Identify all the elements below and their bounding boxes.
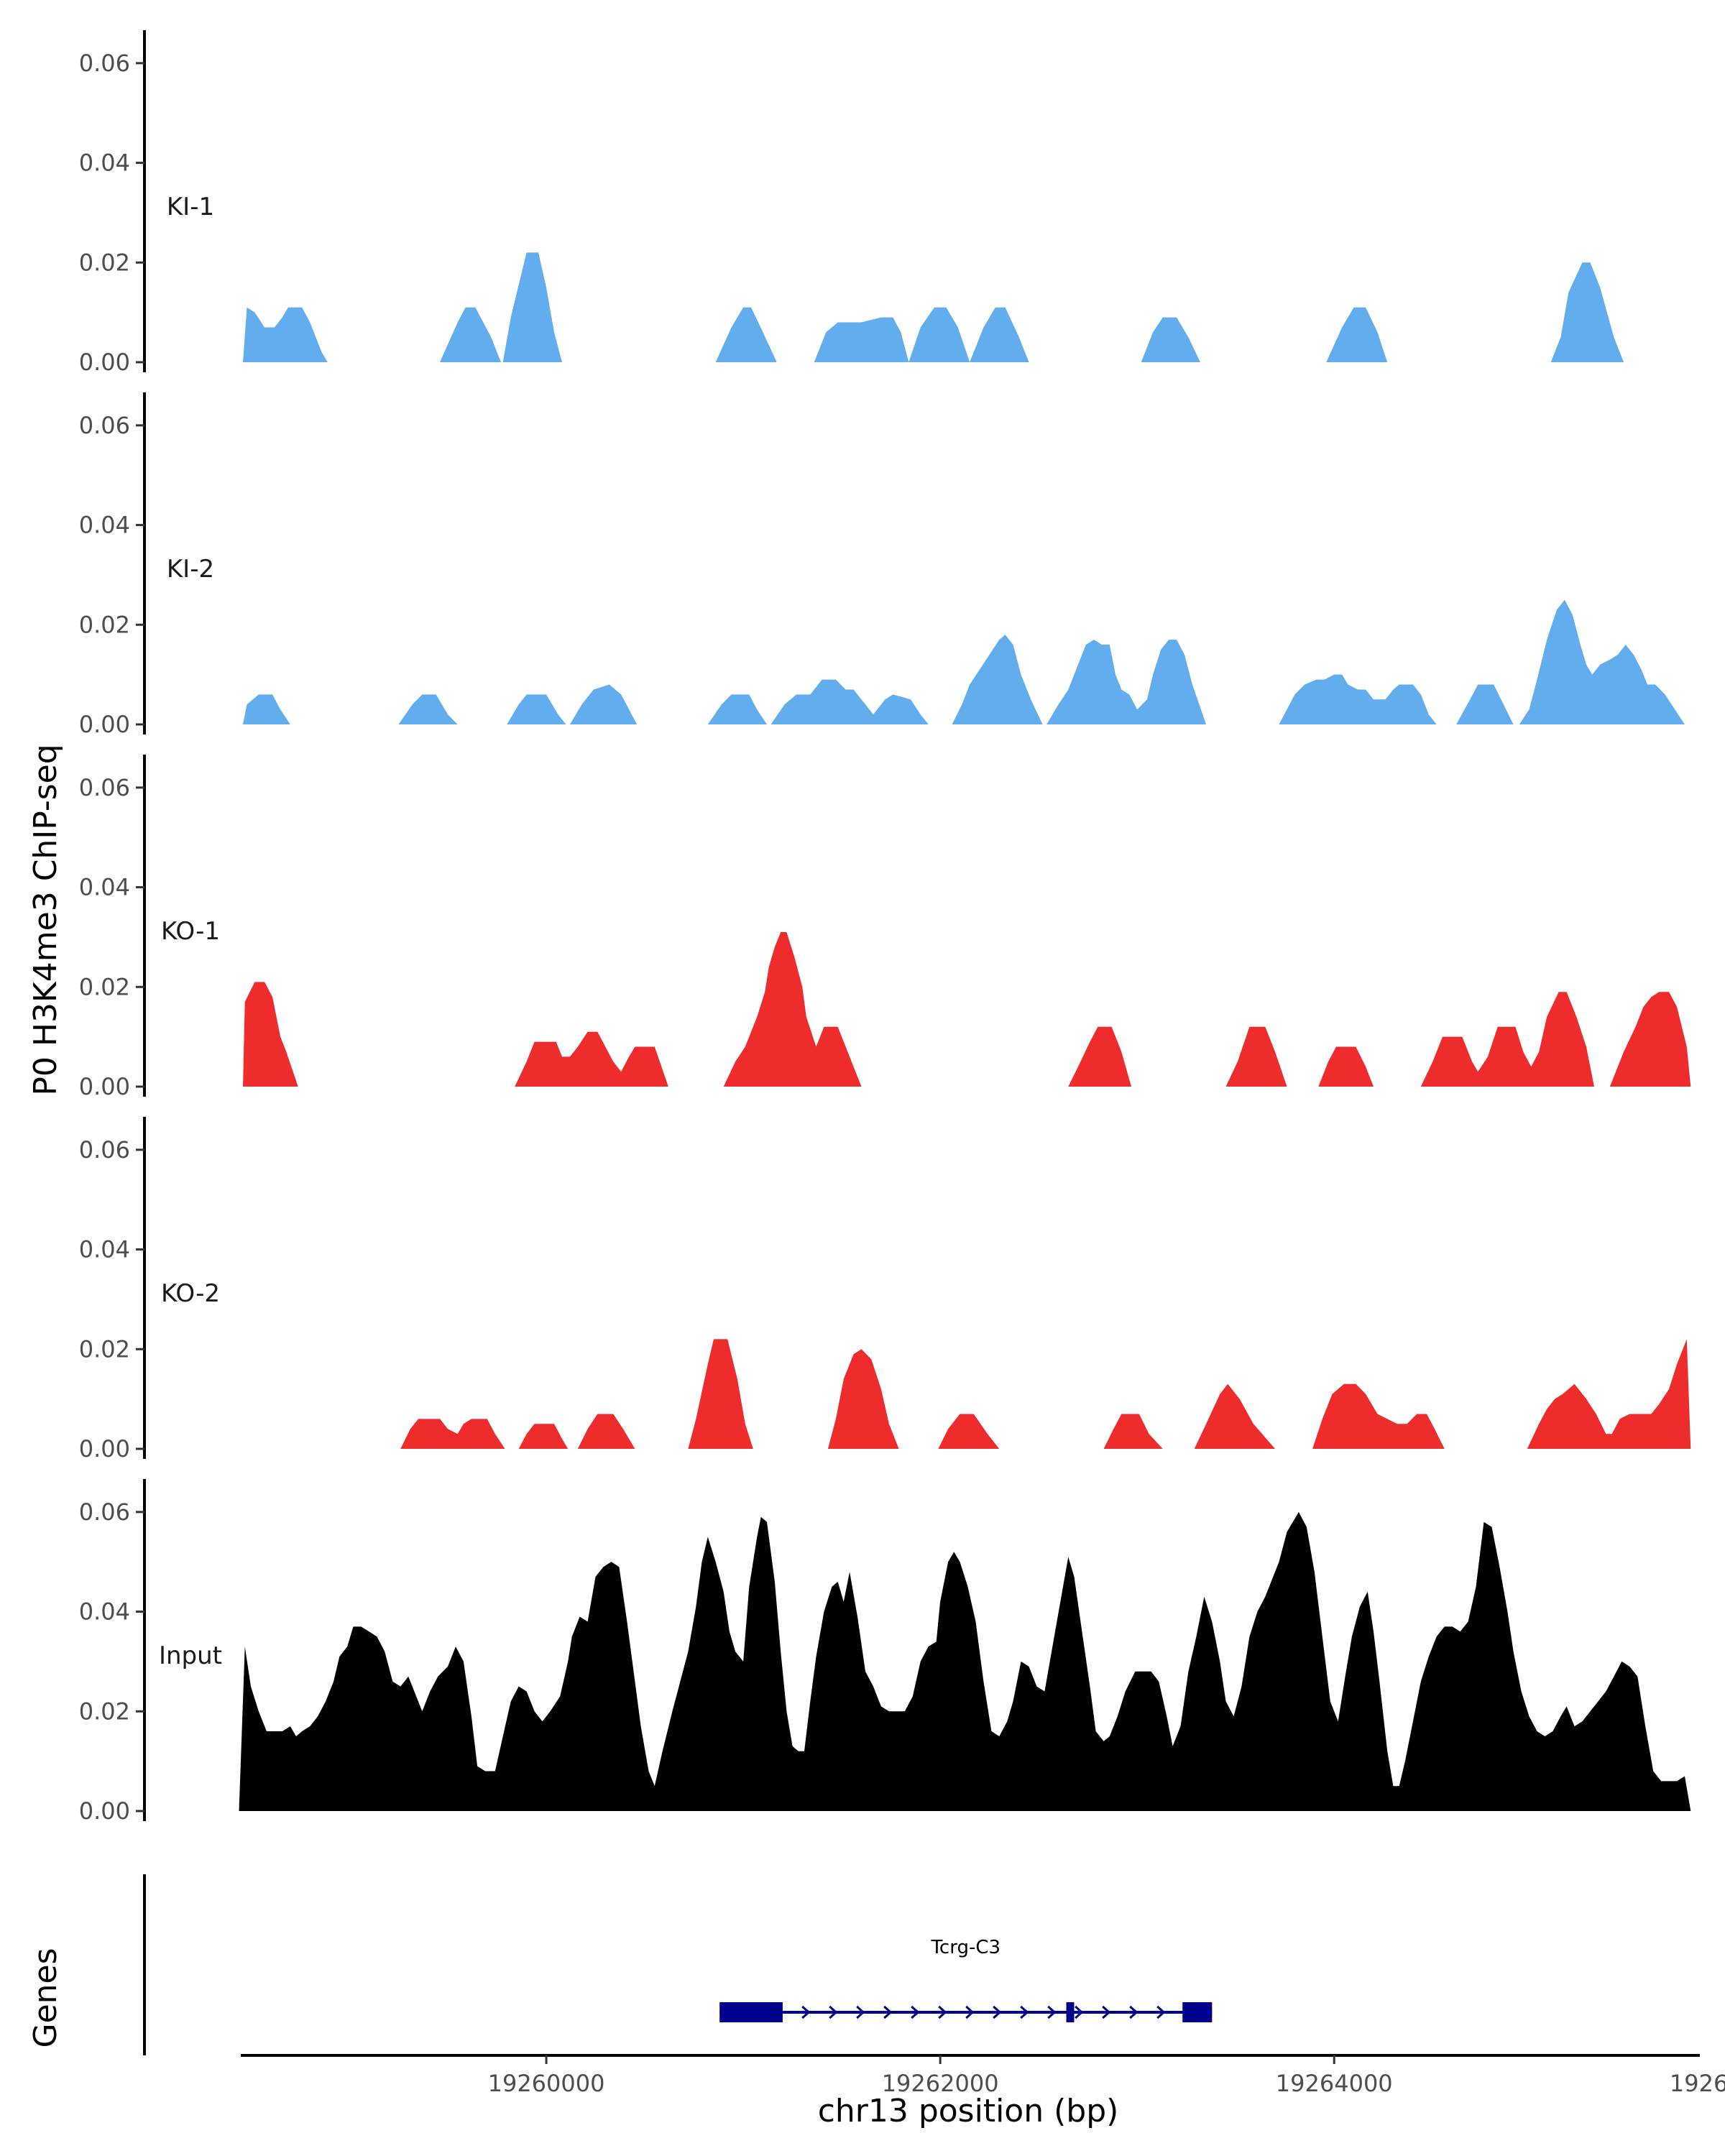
- track-ko-1: 0.00 0.02 0.04 0.06 KO-1: [79, 755, 1691, 1100]
- gene-name-label: Tcrg-C3: [930, 1937, 1000, 1958]
- y-tick-label: 0.06: [79, 1136, 130, 1164]
- y-tick-label: 0.00: [79, 711, 130, 738]
- strand-arrow: [965, 2005, 975, 2019]
- strand-arrow: [1020, 2005, 1029, 2019]
- y-tick-label: 0.00: [79, 349, 130, 376]
- track-label: Input: [159, 1641, 222, 1670]
- y-tick-label: 0.04: [79, 874, 130, 901]
- y-tick-label: 0.06: [79, 774, 130, 801]
- strand-arrow: [911, 2005, 920, 2019]
- gene-exon: [1182, 2002, 1213, 2022]
- y-tick-label: 0.02: [79, 249, 130, 276]
- strand-arrow: [938, 2005, 947, 2019]
- gene-panel: Tcrg-C3: [143, 1874, 1213, 2055]
- signal-area: [243, 599, 1685, 724]
- x-axis-title: chr13 position (bp): [818, 2093, 1119, 2129]
- y-tick-label: 0.02: [79, 611, 130, 638]
- y-tick-label: 0.06: [79, 412, 130, 439]
- signal-area: [243, 252, 1624, 362]
- track-ki-1: 0.00 0.02 0.04 0.06 KI-1: [79, 30, 1624, 376]
- strand-arrow: [1156, 2005, 1166, 2019]
- signal-area: [239, 1511, 1691, 1811]
- y-tick-label: 0.04: [79, 1236, 130, 1263]
- strand-arrow: [1102, 2005, 1111, 2019]
- track-label: KO-2: [161, 1279, 220, 1308]
- x-tick-label: 19264000: [1276, 2070, 1393, 2097]
- y-tick-label: 0.00: [79, 1073, 130, 1100]
- y-tick-label: 0.02: [79, 973, 130, 1000]
- signal-area: [400, 1339, 1691, 1449]
- genes-axis-title: Genes: [27, 1948, 64, 2047]
- strand-arrow: [856, 2005, 865, 2019]
- strand-arrow: [801, 2005, 811, 2019]
- track-panels: 0.00 0.02 0.04 0.06 KI-1 0.00 0.02 0.04 0.06 KI-2…: [79, 30, 1691, 1825]
- y-tick-label: 0.06: [79, 1498, 130, 1526]
- strand-arrow: [829, 2005, 838, 2019]
- track-ko-2: 0.00 0.02 0.04 0.06 KO-2: [79, 1117, 1691, 1462]
- strand-arrow: [883, 2005, 893, 2019]
- y-tick-label: 0.06: [79, 50, 130, 77]
- x-tick-label: 19260000: [488, 2070, 605, 2097]
- signal-area: [243, 932, 1691, 1087]
- track-label: KO-1: [161, 917, 220, 946]
- strand-arrow: [1075, 2005, 1084, 2019]
- track-label: KI-2: [167, 555, 214, 584]
- y-tick-label: 0.00: [79, 1435, 130, 1462]
- x-axis: 19260000 19262000 19264000 19266000: [241, 2054, 1725, 2097]
- track-input: 0.00 0.02 0.04 0.06 Input: [79, 1479, 1691, 1825]
- y-tick-label: 0.04: [79, 512, 130, 539]
- gene-exon: [1066, 2002, 1075, 2022]
- strand-arrow: [993, 2005, 1002, 2019]
- y-tick-label: 0.02: [79, 1335, 130, 1363]
- track-ki-2: 0.00 0.02 0.04 0.06 KI-2: [79, 392, 1685, 738]
- y-tick-label: 0.04: [79, 1598, 130, 1626]
- x-tick-label: 19266000: [1670, 2070, 1725, 2097]
- y-tick-label: 0.02: [79, 1697, 130, 1725]
- x-tick-label: 19262000: [882, 2070, 999, 2097]
- y-tick-label: 0.04: [79, 149, 130, 177]
- track-label: KI-1: [167, 193, 214, 221]
- strand-arrow: [1047, 2005, 1057, 2019]
- y-tick-label: 0.00: [79, 1797, 130, 1825]
- gene-exon: [719, 2002, 783, 2022]
- strand-arrow: [1129, 2005, 1138, 2019]
- y-axis-title: P0 H3K4me3 ChIP-seq: [27, 744, 64, 1095]
